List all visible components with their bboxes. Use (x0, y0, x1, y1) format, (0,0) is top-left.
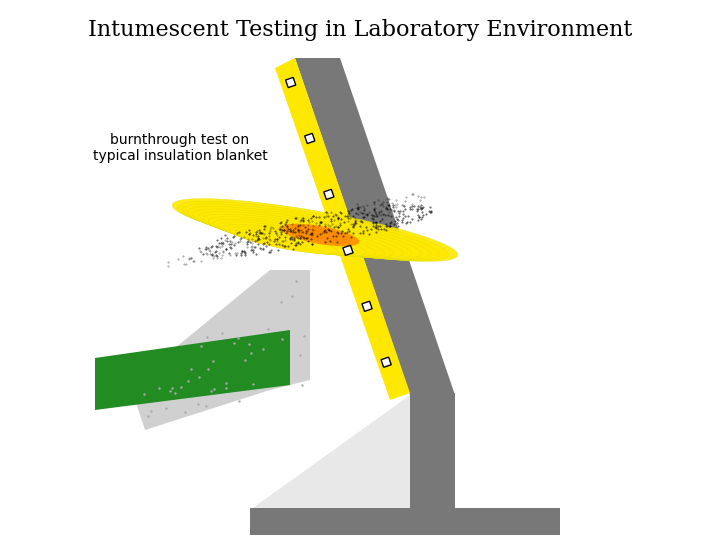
Polygon shape (305, 133, 315, 144)
Ellipse shape (213, 219, 384, 257)
Ellipse shape (188, 206, 431, 260)
Polygon shape (286, 77, 296, 87)
Ellipse shape (234, 230, 348, 254)
Text: burnthrough test on
typical insulation blanket: burnthrough test on typical insulation b… (93, 133, 267, 163)
Text: Intumescent Testing in Laboratory Environment: Intumescent Testing in Laboratory Enviro… (88, 19, 632, 41)
Polygon shape (250, 508, 560, 535)
Polygon shape (381, 357, 391, 367)
Ellipse shape (218, 222, 376, 256)
Ellipse shape (305, 231, 336, 240)
Ellipse shape (281, 224, 359, 246)
Polygon shape (410, 393, 455, 508)
Ellipse shape (198, 212, 412, 259)
Polygon shape (324, 190, 334, 199)
Ellipse shape (203, 214, 403, 258)
Polygon shape (275, 58, 410, 400)
Ellipse shape (172, 199, 458, 261)
Ellipse shape (193, 209, 421, 259)
Polygon shape (343, 245, 353, 255)
Polygon shape (130, 270, 310, 430)
Polygon shape (362, 301, 372, 312)
Ellipse shape (224, 224, 366, 255)
Ellipse shape (177, 201, 449, 261)
Ellipse shape (208, 217, 394, 258)
Ellipse shape (229, 227, 357, 255)
Ellipse shape (297, 228, 343, 242)
Ellipse shape (289, 226, 351, 244)
Ellipse shape (182, 204, 439, 260)
Ellipse shape (239, 232, 339, 254)
Polygon shape (95, 330, 290, 410)
Polygon shape (295, 58, 455, 395)
Polygon shape (250, 393, 455, 510)
